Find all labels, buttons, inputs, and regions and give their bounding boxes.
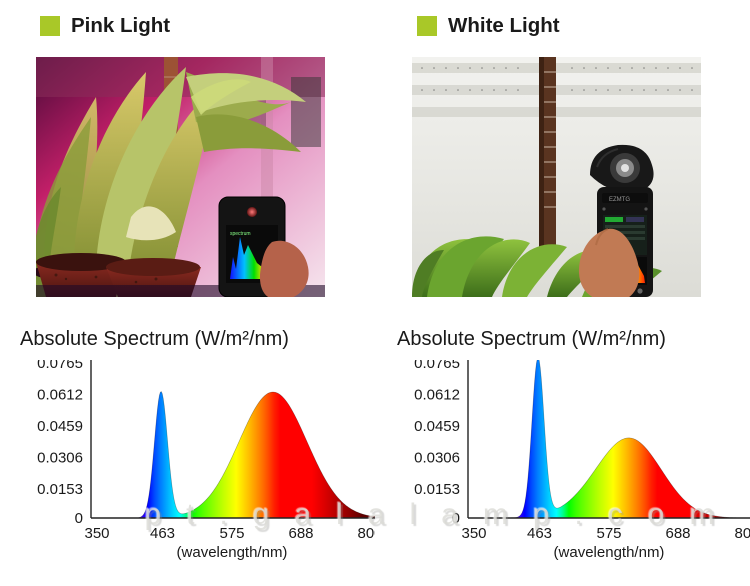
svg-text:688: 688	[288, 525, 313, 542]
svg-text:0.0459: 0.0459	[414, 418, 460, 435]
svg-text:0.0765: 0.0765	[414, 360, 460, 372]
svg-text:0.0306: 0.0306	[414, 450, 460, 467]
svg-text:0: 0	[452, 510, 460, 527]
svg-text:463: 463	[527, 525, 552, 542]
svg-text:0.0612: 0.0612	[414, 387, 460, 404]
svg-text:0.0306: 0.0306	[37, 450, 83, 467]
svg-text:0.0153: 0.0153	[414, 481, 460, 498]
svg-text:350: 350	[461, 525, 486, 542]
svg-text:800: 800	[734, 525, 750, 542]
svg-text:spectrum: spectrum	[230, 231, 251, 237]
svg-text:0: 0	[75, 510, 83, 527]
svg-text:(wavelength/nm): (wavelength/nm)	[177, 544, 288, 560]
svg-text:688: 688	[665, 525, 690, 542]
svg-text:575: 575	[219, 525, 244, 542]
svg-text:EZMTG: EZMTG	[609, 197, 630, 203]
svg-text:800: 800	[357, 525, 375, 542]
svg-text:0.0765: 0.0765	[37, 360, 83, 372]
svg-text:575: 575	[596, 525, 621, 542]
svg-text:350: 350	[84, 525, 109, 542]
svg-text:0.0459: 0.0459	[37, 418, 83, 435]
svg-text:(wavelength/nm): (wavelength/nm)	[554, 544, 665, 560]
svg-text:463: 463	[150, 525, 175, 542]
svg-text:0.0612: 0.0612	[37, 387, 83, 404]
svg-text:0.0153: 0.0153	[37, 481, 83, 498]
